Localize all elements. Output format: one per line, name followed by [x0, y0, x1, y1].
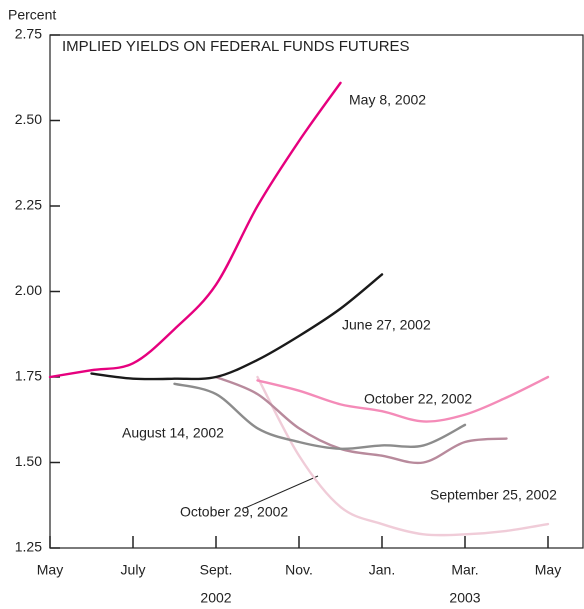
series-line	[90, 273, 384, 381]
y-tick-label: 1.50	[15, 453, 42, 469]
x-year-label: 2003	[449, 590, 480, 606]
x-tick-label: Nov.	[285, 562, 313, 578]
chart-title: IMPLIED YIELDS ON FEDERAL FUNDS FUTURES	[62, 38, 410, 55]
leader-line	[244, 475, 319, 509]
series-label: October 22, 2002	[364, 391, 472, 407]
y-axis-label: Percent	[8, 7, 56, 23]
series-label: October 29, 2002	[180, 504, 288, 520]
series-line	[214, 375, 508, 465]
series-line	[48, 81, 342, 379]
x-tick-label: May	[535, 562, 561, 578]
series-line	[173, 382, 467, 451]
series-line	[256, 375, 550, 423]
series-label: September 25, 2002	[430, 487, 557, 503]
y-tick-label: 2.00	[15, 282, 42, 298]
x-tick-label: Mar.	[451, 562, 478, 578]
x-tick-label: July	[121, 562, 146, 578]
y-tick-label: 2.25	[15, 197, 42, 213]
y-tick-label: 1.25	[15, 539, 42, 555]
y-tick-label: 2.75	[15, 26, 42, 42]
series-line	[256, 375, 550, 537]
plot-frame	[49, 34, 584, 549]
series-label: June 27, 2002	[342, 317, 431, 333]
x-tick-label: Jan.	[369, 562, 395, 578]
x-tick-label: May	[37, 562, 63, 578]
series-label: August 14, 2002	[122, 425, 224, 441]
x-year-label: 2002	[200, 590, 231, 606]
x-tick-label: Sept.	[200, 562, 233, 578]
series-label: May 8, 2002	[349, 92, 426, 108]
y-tick-label: 1.75	[15, 368, 42, 384]
y-tick-label: 2.50	[15, 111, 42, 127]
